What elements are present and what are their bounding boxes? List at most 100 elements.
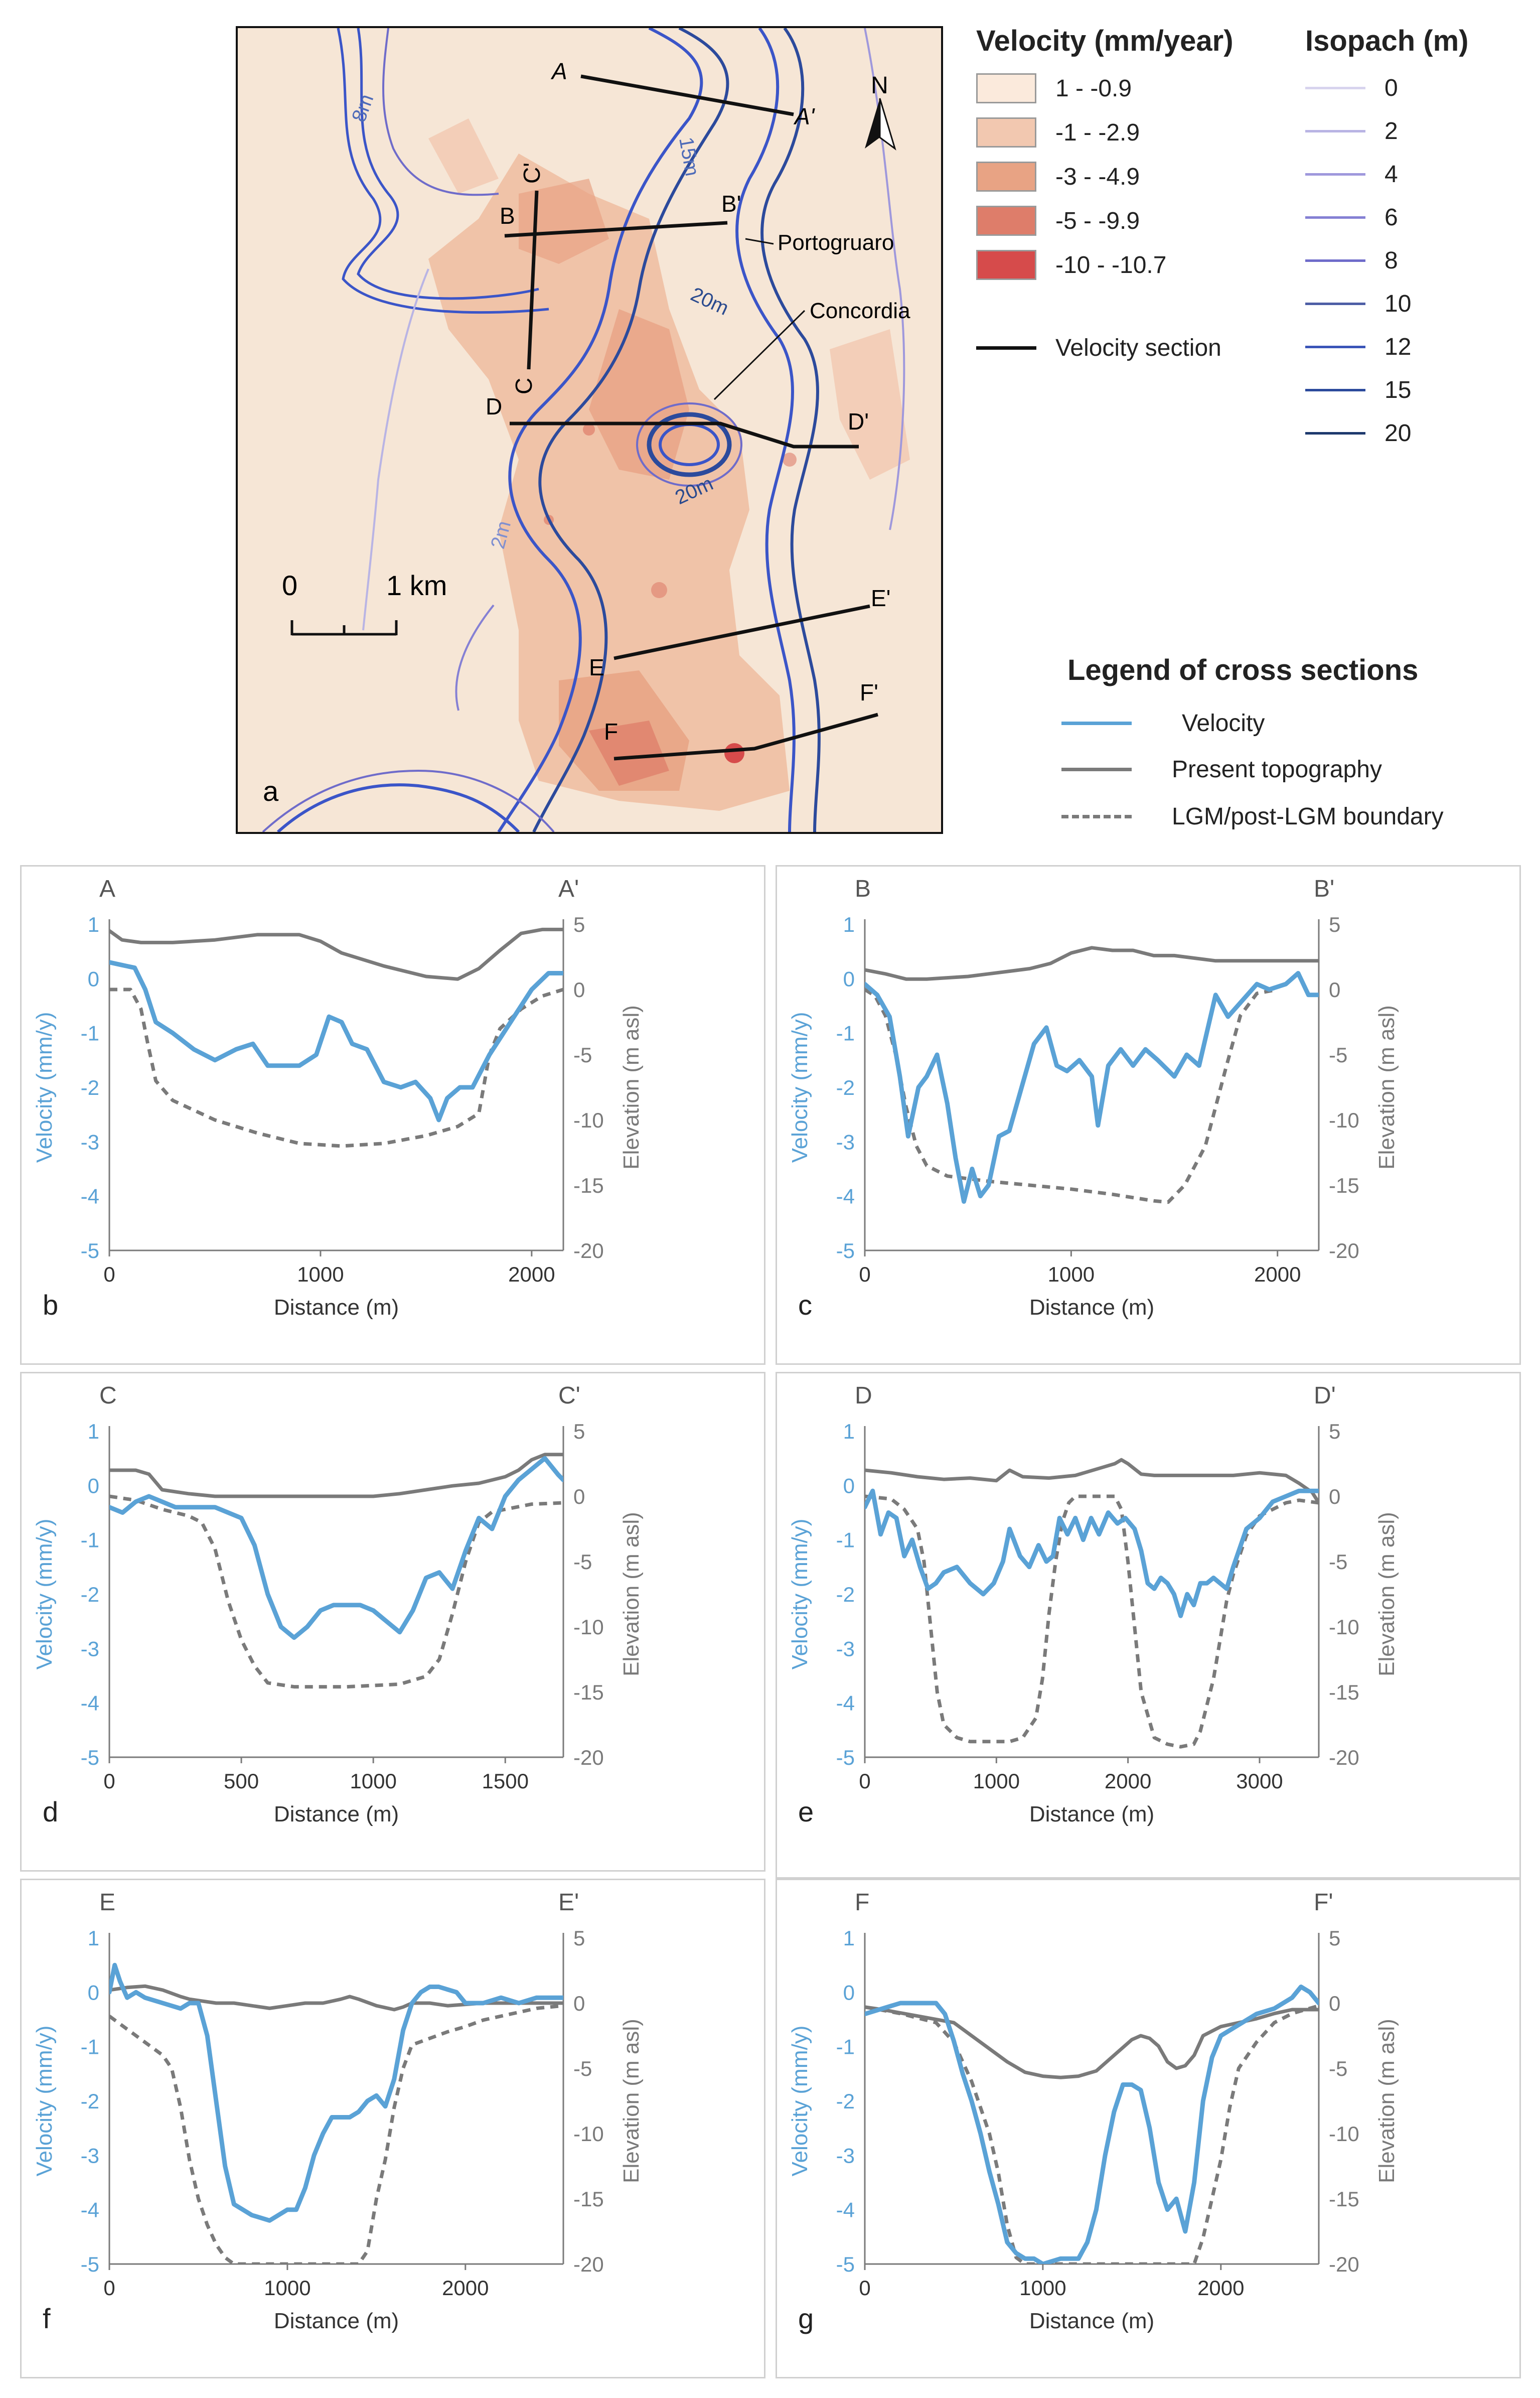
isopach-row: 12 (1305, 333, 1411, 361)
isopach-row: 6 (1305, 204, 1398, 231)
y-axis-label-right: Elevation (m asl) (619, 1512, 644, 1676)
cross-section-legend-row: Present topography (1061, 756, 1382, 783)
y-tick-label-left: -1 (81, 1528, 99, 1552)
isopach-row: 20 (1305, 419, 1411, 447)
velocity-series-line (865, 1985, 1319, 2264)
section-label-D: D (486, 393, 502, 419)
x-axis-label: Distance (m) (274, 1802, 399, 1826)
y-tick-label-right: 0 (1329, 1992, 1340, 2015)
x-tick-label: 0 (859, 2276, 870, 2300)
y-tick-label-right: 5 (1329, 1926, 1340, 1950)
y-tick-label-right: -20 (573, 1239, 604, 1262)
velocity-section-label: Velocity section (1055, 335, 1221, 361)
x-tick-label: 3000 (1236, 1769, 1283, 1793)
section-label-start: E (99, 1889, 115, 1916)
isopach-label: 4 (1384, 161, 1398, 188)
section-label-C: C (511, 378, 537, 394)
boundary-series-line (109, 988, 563, 1148)
y-tick-label-right: 0 (1329, 978, 1340, 1002)
cross-section-legend-title: Legend of cross sections (1067, 654, 1419, 686)
velocity-class-label: -10 - -10.7 (1055, 251, 1167, 278)
y-tick-label-left: 1 (88, 913, 99, 936)
x-axis-label: Distance (m) (274, 1295, 399, 1320)
velocity-class-row: -5 - -9.9 (976, 206, 1140, 236)
chart-g: 10-1-2-3-4-550-5-10-15-200 1000 2000Distan… (788, 1889, 1399, 2334)
y-tick-label-right: -10 (573, 2122, 604, 2146)
y-tick-label-right: -5 (1329, 1550, 1347, 1574)
y-tick-label-right: -5 (573, 1550, 592, 1574)
y-tick-label-left: -4 (836, 1185, 855, 1208)
isopach-legend-title: Isopach (m) (1305, 25, 1469, 57)
scale-bar (290, 620, 398, 636)
x-axis-label: Distance (m) (1029, 1295, 1154, 1320)
y-tick-label-left: -2 (81, 2089, 99, 2113)
map-frame: 8m 15m 20m 20m 2m A A' B B' C C' D D' E … (236, 26, 943, 834)
y-tick-label-right: -20 (1329, 1239, 1359, 1262)
x-axis-label: Distance (m) (1029, 2309, 1154, 2333)
x-tick-label: 2000 (508, 1262, 555, 1286)
topography-series-line (865, 1458, 1319, 1505)
section-label-start: C (99, 1382, 117, 1409)
north-label: N (871, 72, 888, 99)
y-tick-label-right: -15 (573, 2187, 604, 2211)
isopach-row: 2 (1305, 117, 1398, 145)
section-label-start: B (855, 876, 871, 902)
velocity-class-swatch (976, 117, 1036, 148)
y-tick-label-left: -4 (81, 2198, 99, 2222)
y-tick-label-left: -4 (81, 1691, 99, 1715)
velocity-legend-title: Velocity (mm/year) (976, 25, 1234, 57)
cross-section-legend-label: Velocity (1182, 710, 1265, 737)
isopach-swatch (1305, 389, 1365, 391)
y-axis-label-right: Elevation (m asl) (1374, 1005, 1399, 1170)
velocity-series-line (865, 1488, 1319, 1618)
velocity-sections (504, 74, 878, 761)
y-tick-label-left: -1 (81, 1022, 99, 1045)
velocity-class-row: 1 - -0.9 (976, 73, 1132, 103)
y-tick-label-right: 5 (573, 1420, 585, 1443)
y-tick-label-left: 0 (88, 1474, 99, 1497)
velocity-class-label: -1 - -2.9 (1055, 119, 1140, 146)
x-tick-label: 0 (103, 1769, 115, 1793)
y-tick-label-left: 0 (843, 1981, 855, 2004)
y-tick-label-left: -1 (836, 1022, 855, 1045)
place-label-portogruaro: Portogruaro (778, 230, 894, 255)
isopach-label: 12 (1384, 334, 1412, 360)
isopach-swatch (1305, 259, 1365, 262)
section-label-end: B' (1314, 876, 1334, 902)
y-tick-label-right: 5 (1329, 1420, 1340, 1443)
y-tick-label-right: 5 (1329, 913, 1340, 936)
place-label-concordia: Concordia (810, 299, 910, 323)
y-tick-label-left: -2 (836, 1076, 855, 1099)
chart-panel-e: 1 0 -1 -2 -3 -4 -5 5 0 -5 -10 -15 -20 0 1000 2000 3000 Di… (776, 1372, 1521, 1879)
x-tick-label: 0 (859, 1262, 870, 1286)
y-axis-label-left: Velocity (mm/y) (788, 2026, 812, 2177)
isopach-swatch (1305, 303, 1365, 305)
north-arrow-icon (865, 98, 896, 151)
section-label-F: F (604, 719, 618, 745)
y-tick-label-left: -5 (836, 1746, 855, 1769)
velocity-series-line (109, 960, 563, 1122)
isopach-label: 15 (1384, 377, 1412, 403)
y-tick-label-left: -3 (836, 1130, 855, 1154)
chart-d: 10-1-2-3-4-550-5-10-15-200 500 1000 1500Dis… (32, 1382, 644, 1827)
isopach-label: 8 (1384, 247, 1398, 274)
velocity-class-row: -10 - -10.7 (976, 250, 1166, 280)
y-tick-label-left: 1 (88, 1420, 99, 1443)
y-tick-label-right: 5 (573, 1926, 585, 1950)
y-tick-label-left: -3 (836, 2144, 855, 2167)
velocity-class-label: 1 - -0.9 (1055, 75, 1132, 102)
section-label-end: A' (558, 876, 579, 902)
isopach-swatch (1305, 216, 1365, 219)
y-tick-label-right: -10 (1329, 1108, 1359, 1132)
section-label-A-prime: A' (793, 103, 816, 129)
section-label-B-prime: B' (721, 191, 741, 217)
section-label-end: E' (558, 1889, 579, 1916)
panel-label: f (43, 2303, 51, 2334)
isopach-swatch (1305, 87, 1365, 89)
y-tick-label-left: 0 (843, 1474, 855, 1497)
y-tick-label-left: -4 (836, 1691, 855, 1715)
y-tick-label-right: 0 (573, 1485, 585, 1508)
boundary-series-line (109, 2004, 563, 2264)
section-label-B: B (500, 203, 515, 229)
y-tick-label-left: -2 (81, 1076, 99, 1099)
